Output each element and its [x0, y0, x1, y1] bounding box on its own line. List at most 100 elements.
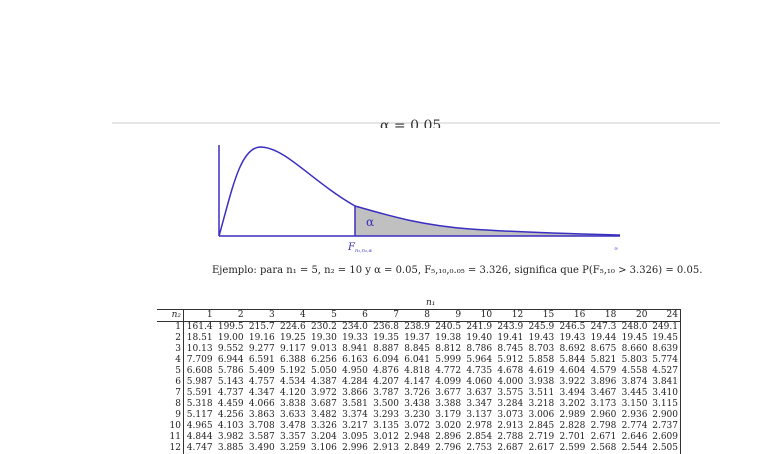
table-cell: 3.115: [649, 399, 682, 410]
table-cell: 3.687: [311, 399, 337, 409]
table-cell: 4.534: [279, 377, 306, 387]
table-cell: 3.095: [342, 432, 368, 442]
column-header: 7: [369, 309, 401, 322]
table-cell: 3.135: [373, 421, 399, 431]
table-cell: 4.347: [248, 388, 275, 398]
column-header: 10: [463, 309, 495, 322]
table-cell: 4.735: [466, 366, 493, 376]
f-distribution-plot: α Fn₁,n₂,α ∞: [218, 145, 621, 254]
table-cell: 4.527: [649, 366, 682, 377]
table-cell: 8.639: [649, 344, 682, 355]
row-header: 6: [157, 377, 184, 388]
table-row: 12 4.747 3.885 3.490 3.259 3.106 2.996 2.913 2.8…: [157, 443, 682, 454]
table-cell: 4.120: [279, 388, 306, 398]
table-cell: 4.103: [217, 421, 244, 431]
table-cell: 248.0: [621, 322, 648, 332]
table-cell: 5.143: [217, 377, 244, 387]
critical-value-label: Fn₁,n₂,α: [347, 242, 373, 254]
table-cell: 6.041: [404, 355, 430, 365]
table-cell: 5.964: [466, 355, 493, 365]
table-cell: 2.960: [590, 410, 617, 420]
table-cell: 3.633: [279, 410, 306, 420]
table-cell: 4.099: [435, 377, 462, 387]
table-cell: 3.410: [649, 388, 682, 399]
table-cell: 2.989: [559, 410, 586, 420]
table-cell: 19.43: [528, 333, 555, 343]
table-cell: 3.218: [528, 399, 555, 409]
table-cell: 2.845: [528, 421, 555, 431]
table-cell: 2.687: [497, 443, 524, 453]
table-cell: 4.876: [373, 366, 399, 376]
column-header: 18: [587, 309, 619, 322]
table-row: 1 161.4 199.5 215.7 224.6 230.2 234.0 236.8 238.…: [157, 321, 682, 333]
table-cell: 3.511: [528, 388, 555, 398]
table-cell: 2.646: [621, 432, 648, 442]
table-cell: 5.858: [528, 355, 555, 365]
table-cell: 3.012: [373, 432, 399, 442]
table-cell: 2.936: [621, 410, 648, 420]
table-cell: 3.020: [435, 421, 462, 431]
table-cell: 4.579: [590, 366, 617, 376]
table-cell: 4.678: [497, 366, 524, 376]
table-cell: 3.581: [342, 399, 368, 409]
n2-header: n₂: [157, 309, 184, 322]
table-cell: 2.505: [649, 443, 682, 454]
table-cell: 3.293: [373, 410, 399, 420]
table-cell: 19.38: [435, 333, 462, 343]
table-cell: 4.066: [248, 399, 275, 409]
table-cell: 3.677: [435, 388, 462, 398]
table-cell: 8.703: [528, 344, 555, 354]
table-cell: 4.604: [559, 366, 586, 376]
table-cell: 9.277: [248, 344, 275, 354]
row-header: 10: [157, 421, 184, 432]
table-cell: 3.438: [404, 399, 430, 409]
table-cell: 2.854: [466, 432, 493, 442]
table-row: 4 7.709 6.944 6.591 6.388 6.256 6.163 6.094 6.04…: [157, 355, 682, 366]
table-cell: 3.478: [279, 421, 306, 431]
table-cell: 9.013: [311, 344, 337, 354]
table-cell: 3.982: [217, 432, 244, 442]
table-cell: 2.900: [649, 410, 682, 421]
table-cell: 247.3: [590, 322, 617, 332]
table-cell: 215.7: [248, 322, 275, 332]
table-cell: 6.256: [311, 355, 337, 365]
table-cell: 3.863: [248, 410, 275, 420]
table-cell: 3.708: [248, 421, 275, 431]
table-row: 2 18.51 19.00 19.16 19.25 19.30 19.33 19.35 19.3…: [157, 333, 682, 344]
table-cell: 3.073: [497, 410, 524, 420]
table-cell: 4.000: [497, 377, 524, 387]
column-header: 4: [276, 309, 308, 322]
table-cell: 5.999: [435, 355, 462, 365]
table-cell: 241.9: [466, 322, 493, 332]
table-cell: 19.45: [621, 333, 648, 343]
row-header: 8: [157, 399, 184, 410]
column-header: 20: [618, 309, 650, 322]
table-cell: 19.43: [559, 333, 586, 343]
table-cell: 246.5: [559, 322, 586, 332]
table-cell: 19.33: [342, 333, 368, 343]
table-cell: 6.591: [248, 355, 275, 365]
table-cell: 6.163: [342, 355, 368, 365]
table-cell: 4.757: [248, 377, 275, 387]
table-cell: 4.558: [621, 366, 648, 376]
table-cell: 4.284: [342, 377, 368, 387]
table-row: 7 5.591 4.737 4.347 4.120 3.972 3.866 3.787 3.72…: [157, 388, 682, 399]
table-cell: 3.150: [621, 399, 648, 409]
table-cell: 8.675: [590, 344, 617, 354]
table-cell: 238.9: [404, 322, 430, 332]
table-cell: 3.726: [404, 388, 430, 398]
table-cell: 5.591: [186, 388, 213, 398]
column-header: 6: [338, 309, 370, 322]
table-cell: 240.5: [435, 322, 462, 332]
table-cell: 3.575: [497, 388, 524, 398]
table-cell: 2.701: [559, 432, 586, 442]
table-row: 3 10.13 9.552 9.277 9.117 9.013 8.941 8.887 8.84…: [157, 344, 682, 355]
table-cell: 2.913: [497, 421, 524, 431]
table-cell: 4.965: [186, 421, 213, 431]
table-cell: 19.40: [466, 333, 493, 343]
column-header: 1: [183, 309, 215, 322]
table-cell: 2.671: [590, 432, 617, 442]
table-cell: 4.619: [528, 366, 555, 376]
table-cell: 2.753: [466, 443, 493, 453]
table-cell: 19.44: [590, 333, 617, 343]
